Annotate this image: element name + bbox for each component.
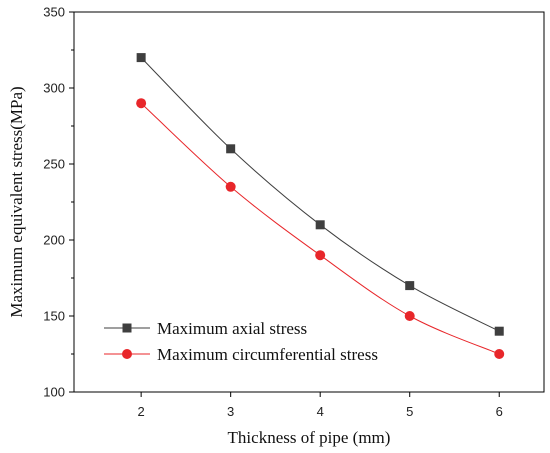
y-tick-label: 250 <box>43 157 65 172</box>
data-point <box>494 326 504 336</box>
x-tick-label: 2 <box>138 404 145 419</box>
data-point <box>404 311 415 321</box>
data-point <box>405 281 415 291</box>
x-axis-ticks: 2 3 4 5 6 <box>138 392 503 419</box>
x-axis-title: Thickness of pipe (mm) <box>228 428 391 447</box>
data-point <box>136 98 147 109</box>
series-2 <box>136 98 505 359</box>
y-tick-label: 200 <box>43 233 65 248</box>
y-tick-label: 150 <box>43 309 65 324</box>
data-point <box>315 220 325 230</box>
x-tick-label: 3 <box>227 404 234 419</box>
series-layer <box>136 53 505 359</box>
legend: Maximum axial stress Maximum circumferent… <box>104 319 378 364</box>
data-point <box>494 349 505 359</box>
data-point <box>226 144 236 154</box>
y-axis-ticks: 100 150 200 250 300 350 <box>43 5 74 400</box>
y-tick-label: 300 <box>43 81 65 96</box>
legend-label: Maximum axial stress <box>157 319 307 338</box>
x-tick-label: 4 <box>317 404 324 419</box>
plot-frame <box>73 11 545 393</box>
data-point <box>315 250 326 261</box>
y-tick-label: 100 <box>43 385 65 400</box>
y-axis-title: Maximum equivalent stress(MPa) <box>7 86 26 317</box>
legend-marker <box>122 323 132 333</box>
x-tick-label: 5 <box>406 404 413 419</box>
y-tick-label: 350 <box>43 5 65 20</box>
plot-border <box>73 11 545 393</box>
data-point <box>225 181 236 192</box>
data-point <box>136 53 146 63</box>
series-1 <box>136 53 504 336</box>
series-line <box>140 57 500 332</box>
legend-item: Maximum circumferential stress <box>104 345 378 364</box>
legend-item: Maximum axial stress <box>104 319 307 338</box>
x-tick-label: 6 <box>496 404 503 419</box>
legend-marker <box>122 349 132 359</box>
legend-label: Maximum circumferential stress <box>157 345 378 364</box>
